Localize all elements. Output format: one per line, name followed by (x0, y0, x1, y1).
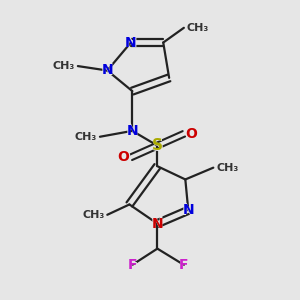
Text: S: S (152, 136, 164, 154)
Text: N: N (101, 63, 114, 78)
Text: N: N (125, 35, 137, 50)
Text: N: N (182, 203, 195, 218)
Text: O: O (185, 126, 198, 141)
Text: N: N (124, 35, 137, 50)
Text: F: F (179, 258, 189, 272)
Text: O: O (118, 150, 129, 164)
Text: O: O (117, 150, 130, 165)
Text: CH₃: CH₃ (75, 132, 97, 142)
Text: F: F (179, 257, 189, 272)
Text: CH₃: CH₃ (53, 61, 75, 71)
Text: N: N (127, 124, 138, 138)
Text: F: F (127, 257, 137, 272)
Text: N: N (126, 123, 139, 138)
Text: S: S (152, 138, 163, 153)
Text: N: N (152, 217, 163, 231)
Text: F: F (128, 258, 137, 272)
Text: CH₃: CH₃ (187, 23, 209, 33)
Text: CH₃: CH₃ (82, 210, 104, 220)
Text: N: N (182, 203, 194, 218)
Text: O: O (185, 127, 197, 141)
Text: N: N (151, 216, 164, 231)
Text: CH₃: CH₃ (216, 163, 238, 173)
Text: N: N (101, 64, 113, 77)
